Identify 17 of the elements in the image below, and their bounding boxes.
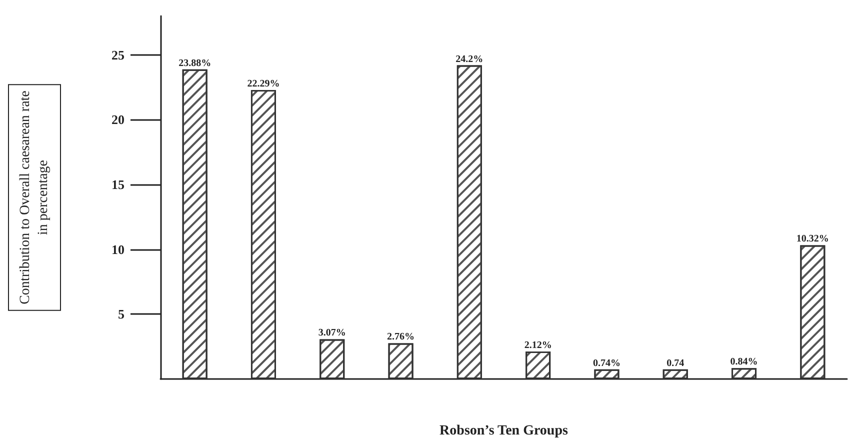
data-label: 2.76% <box>387 332 415 343</box>
data-label: 2.12% <box>524 340 552 352</box>
data-label: 24.2% <box>456 54 484 65</box>
data-label: 10.32% <box>796 234 829 245</box>
data-label: 0.84% <box>730 356 758 368</box>
data-label: 3.07% <box>318 328 346 339</box>
y-tick-label: 20 <box>112 112 124 128</box>
y-tick-label: 10 <box>112 242 124 257</box>
y-tick-label: 15 <box>112 177 125 192</box>
y-tick-label: 5 <box>118 306 125 322</box>
data-label: 23.88% <box>178 58 212 69</box>
data-label: 22.29% <box>247 78 280 90</box>
data-label: 0.74% <box>592 358 620 369</box>
y-axis-title: Contribution to Overall caesarean rate in percentage <box>18 90 51 304</box>
y-tick-label: 25 <box>112 47 125 62</box>
x-axis-title: Robson’s Ten Groups <box>440 424 568 438</box>
data-label: 0.74 <box>666 358 684 369</box>
